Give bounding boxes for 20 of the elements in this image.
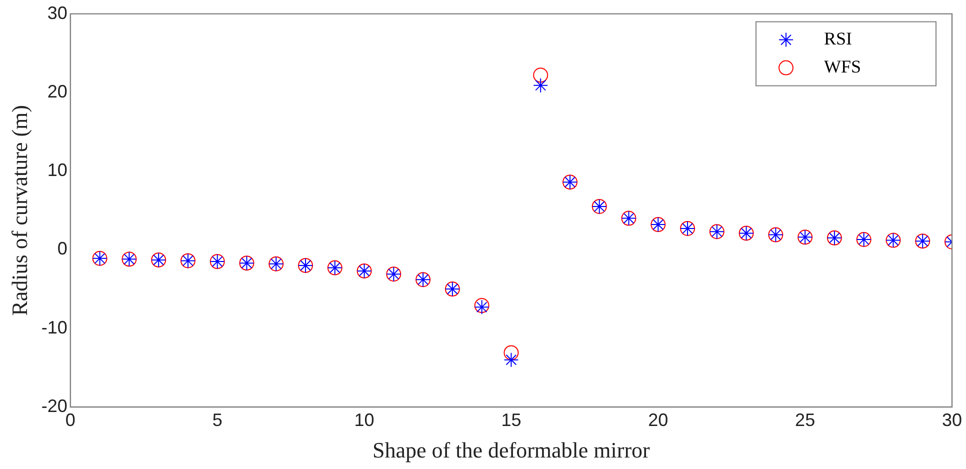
y-tick-label: 30 [47, 2, 68, 23]
point [533, 68, 548, 83]
x-tick-label: 5 [212, 410, 222, 430]
x-tick-label: 10 [354, 410, 374, 430]
y-tick-label: 0 [57, 238, 68, 259]
x-axis-title: Shape of the deformable mirror [372, 438, 651, 463]
x-tick-label: 15 [501, 410, 522, 430]
x-tick-label: 25 [795, 410, 816, 430]
legend-label: RSI [824, 28, 852, 49]
y-tick-label: -10 [41, 317, 68, 338]
x-tick-label: 30 [942, 410, 962, 430]
legend-label: WFS [824, 56, 862, 77]
y-tick-label: 20 [47, 81, 68, 102]
point [504, 352, 519, 368]
point [504, 345, 519, 360]
y-tick-label: -20 [41, 396, 68, 416]
y-tick-label: 10 [47, 160, 68, 180]
point [533, 78, 548, 93]
y-axis-title: Radius of curvature (m) [6, 105, 32, 316]
x-tick-label: 20 [648, 410, 668, 430]
